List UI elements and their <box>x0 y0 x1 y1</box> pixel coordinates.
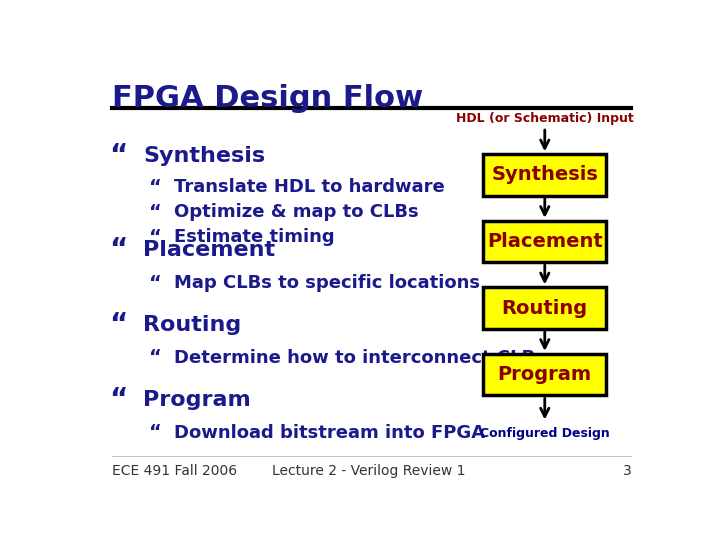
Text: ECE 491 Fall 2006: ECE 491 Fall 2006 <box>112 464 238 478</box>
Text: “: “ <box>109 236 127 264</box>
Text: Placement: Placement <box>487 232 603 251</box>
FancyBboxPatch shape <box>483 287 606 329</box>
Text: Placement: Placement <box>143 240 275 260</box>
Text: “: “ <box>109 386 127 414</box>
Text: “: “ <box>148 178 161 197</box>
Text: Lecture 2 - Verilog Review 1: Lecture 2 - Verilog Review 1 <box>272 464 466 478</box>
Text: “: “ <box>148 203 161 222</box>
Text: 3: 3 <box>623 464 631 478</box>
Text: “: “ <box>109 142 127 170</box>
Text: Map CLBs to specific locations: Map CLBs to specific locations <box>174 274 480 292</box>
Text: “: “ <box>109 310 127 339</box>
Text: Configured Design: Configured Design <box>480 427 610 440</box>
Text: Download bitstream into FPGA: Download bitstream into FPGA <box>174 424 485 442</box>
Text: Optimize & map to CLBs: Optimize & map to CLBs <box>174 204 418 221</box>
Text: Translate HDL to hardware: Translate HDL to hardware <box>174 178 444 197</box>
Text: FPGA Design Flow: FPGA Design Flow <box>112 84 423 112</box>
Text: Estimate timing: Estimate timing <box>174 228 334 246</box>
Text: HDL (or Schematic) Input: HDL (or Schematic) Input <box>456 112 634 125</box>
Text: “: “ <box>148 348 161 367</box>
Text: Routing: Routing <box>143 315 241 335</box>
Text: “: “ <box>148 228 161 247</box>
FancyBboxPatch shape <box>483 221 606 262</box>
Text: Synthesis: Synthesis <box>143 146 265 166</box>
FancyBboxPatch shape <box>483 154 606 196</box>
Text: “: “ <box>148 423 161 442</box>
Text: “: “ <box>148 274 161 293</box>
Text: Routing: Routing <box>502 299 588 318</box>
Text: Program: Program <box>498 365 592 384</box>
Text: Determine how to interconnect CLBs: Determine how to interconnect CLBs <box>174 349 546 367</box>
Text: Program: Program <box>143 389 251 409</box>
Text: Synthesis: Synthesis <box>491 165 598 185</box>
FancyBboxPatch shape <box>483 354 606 395</box>
